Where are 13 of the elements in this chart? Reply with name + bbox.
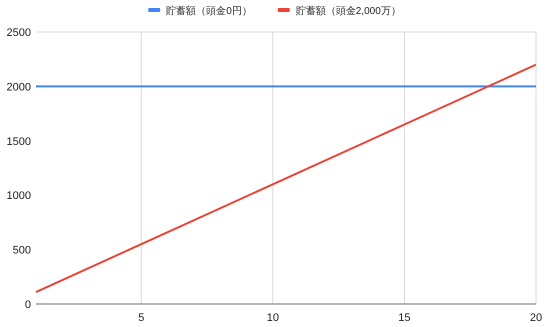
x-tick-label: 10: [266, 312, 279, 324]
line-series: [35, 64, 537, 294]
y-tick-label: 2000: [6, 81, 31, 94]
x-tick-label: 20: [530, 312, 542, 324]
x-tick-label: 15: [398, 312, 411, 324]
x-tick-label: 5: [138, 312, 144, 324]
legend-label: 貯蓄額（頭金0円）: [166, 5, 252, 17]
y-tick-label: 1000: [6, 190, 31, 202]
y-tick-label: 0: [24, 299, 31, 311]
y-tick-label: 1500: [6, 136, 31, 148]
y-tick-label: 500: [12, 244, 31, 257]
y-tick-label: 2500: [6, 27, 31, 39]
legend-label: 貯蓄額（頭金2,000万）: [296, 5, 401, 17]
